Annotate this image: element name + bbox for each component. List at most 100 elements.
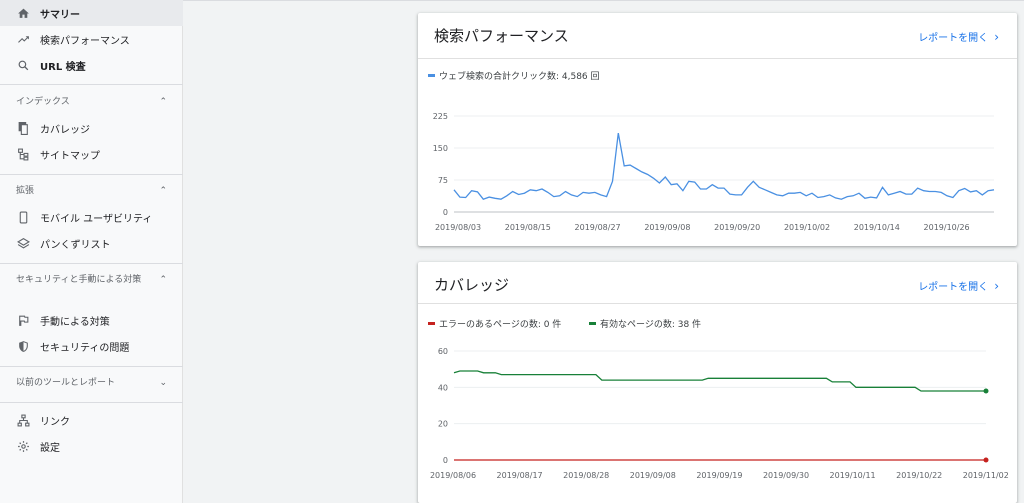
gear-icon [16, 439, 30, 453]
x-tick-label: 2019/08/27 [575, 223, 621, 232]
card-divider [418, 303, 1017, 304]
y-tick-label: 75 [438, 176, 448, 185]
chevron-down-icon: ⌄ [159, 378, 167, 388]
home-icon [16, 6, 30, 20]
x-tick-label: 2019/09/30 [763, 471, 809, 480]
series-line [453, 370, 986, 392]
shield-icon [16, 339, 30, 353]
legend-swatch [428, 74, 435, 77]
trending-up-icon [16, 32, 30, 46]
performance-chart[interactable]: 0 75 150 225 2019/08/03 2019/08/15 2019/08/27 2… [418, 95, 1017, 245]
smartphone-icon [16, 210, 30, 224]
x-tick-label: 2019/09/08 [630, 471, 676, 480]
sidebar-item-label: サマリー [40, 9, 80, 21]
x-tick-label: 2019/11/02 [963, 471, 1009, 480]
divider [0, 402, 183, 403]
sidebar: サマリー 検索パフォーマンス URL 検査 インデックス ⌃ カバレッジ サイト… [0, 0, 183, 503]
sidebar-item-label: パンくずリスト [40, 239, 111, 251]
section-label: セキュリティと手動による対策 [16, 275, 142, 285]
legend-swatch [428, 322, 435, 325]
divider [0, 366, 183, 367]
performance-card: 検索パフォーマンス レポートを開く › ウェブ検索の合計クリック数: 4,586… [418, 13, 1017, 246]
open-report-link[interactable]: レポートを開く › [918, 278, 999, 294]
x-tick-label: 2019/10/02 [784, 223, 830, 232]
x-tick-label: 2019/10/14 [854, 223, 900, 232]
x-tick-label: 2019/10/26 [924, 223, 970, 232]
x-tick-label: 2019/08/06 [430, 471, 476, 480]
x-tick-label: 2019/10/11 [830, 471, 876, 480]
layers-icon [16, 236, 30, 250]
y-tick-label: 40 [438, 383, 448, 392]
sidebar-item-security-issues[interactable]: セキュリティの問題 [0, 333, 183, 359]
x-tick-label: 2019/09/19 [696, 471, 742, 480]
y-tick-label: 20 [438, 420, 448, 429]
section-label: 以前のツールとレポート [16, 378, 116, 388]
x-tick-label: 2019/08/15 [505, 223, 551, 232]
x-tick-label: 2019/08/03 [435, 223, 481, 232]
open-report-link[interactable]: レポートを開く › [918, 29, 999, 45]
x-tick-label: 2019/09/08 [644, 223, 690, 232]
sidebar-item-performance[interactable]: 検索パフォーマンス [0, 26, 183, 52]
open-report-label: レポートを開く [918, 282, 989, 293]
y-tick-label: 0 [443, 456, 448, 465]
series-end-point [983, 388, 989, 394]
coverage-card: カバレッジ レポートを開く › エラーのあるページの数: 0 件 有効なページの… [418, 262, 1017, 503]
chevron-right-icon: › [994, 29, 999, 44]
section-enhancements[interactable]: 拡張 ⌃ [0, 185, 183, 198]
section-index[interactable]: インデックス ⌃ [0, 96, 183, 109]
divider [0, 174, 183, 175]
legend-label: ウェブ検索の合計クリック数: 4,586 回 [439, 72, 600, 82]
chart-legend[interactable]: ウェブ検索の合計クリック数: 4,586 回 [428, 69, 600, 82]
sidebar-item-label: 設定 [40, 442, 60, 454]
sidebar-item-label: リンク [40, 416, 70, 428]
x-tick-label: 2019/09/20 [714, 223, 760, 232]
sidebar-item-links[interactable]: リンク [0, 407, 183, 433]
legend-label: エラーのあるページの数: 0 件 [439, 320, 562, 330]
sidebar-item-settings[interactable]: 設定 [0, 433, 183, 459]
sidebar-item-url-inspection[interactable]: URL 検査 [0, 52, 183, 78]
sidebar-item-label: モバイル ユーザビリティ [40, 213, 153, 225]
section-security[interactable]: セキュリティと手動による対策 ⌃ [0, 274, 183, 287]
y-tick-label: 0 [443, 208, 448, 217]
search-icon [16, 58, 30, 72]
network-icon [16, 413, 30, 427]
section-label: 拡張 [16, 186, 35, 196]
sidebar-item-label: サイトマップ [40, 150, 100, 162]
file-copy-icon [16, 121, 30, 135]
sidebar-item-sitemaps[interactable]: サイトマップ [0, 141, 183, 167]
sidebar-item-label: 手動による対策 [40, 316, 110, 328]
y-tick-label: 225 [433, 112, 448, 121]
divider [0, 263, 183, 264]
sidebar-item-manual-actions[interactable]: 手動による対策 [0, 307, 183, 333]
x-tick-label: 2019/08/17 [497, 471, 543, 480]
sidebar-item-label: セキュリティの問題 [40, 342, 130, 354]
flag-icon [16, 313, 30, 327]
sidebar-item-coverage[interactable]: カバレッジ [0, 115, 183, 141]
chart-legend-valid[interactable]: 有効なページの数: 38 件 [589, 317, 701, 330]
x-tick-label: 2019/08/28 [563, 471, 609, 480]
sidebar-item-mobile-usability[interactable]: モバイル ユーザビリティ [0, 204, 183, 230]
chevron-up-icon: ⌃ [159, 186, 167, 196]
divider [0, 84, 183, 85]
sidebar-item-breadcrumbs[interactable]: パンくずリスト [0, 230, 183, 256]
series-line [453, 132, 995, 200]
sidebar-item-summary[interactable]: サマリー [0, 0, 183, 26]
legend-label: 有効なページの数: 38 件 [600, 320, 702, 330]
section-legacy[interactable]: 以前のツールとレポート ⌄ [0, 377, 183, 390]
series-end-point [983, 457, 989, 463]
card-title: 検索パフォーマンス [434, 27, 569, 45]
sidebar-item-label: 検索パフォーマンス [40, 35, 130, 47]
y-tick-label: 60 [438, 347, 448, 356]
sitemap-icon [16, 147, 30, 161]
section-label: インデックス [16, 97, 70, 107]
legend-swatch [589, 322, 596, 325]
coverage-chart[interactable]: 0 20 40 60 2019/08/06 2019/08/17 2019/08/28 201… [418, 342, 1017, 502]
chart-legend-error[interactable]: エラーのあるページの数: 0 件 [428, 317, 561, 330]
y-tick-label: 150 [433, 144, 448, 153]
card-divider [418, 58, 1017, 59]
chevron-up-icon: ⌃ [159, 275, 167, 285]
sidebar-item-label: カバレッジ [40, 124, 90, 136]
chevron-right-icon: › [994, 278, 999, 293]
sidebar-item-label: URL 検査 [40, 61, 86, 73]
chevron-up-icon: ⌃ [159, 97, 167, 107]
